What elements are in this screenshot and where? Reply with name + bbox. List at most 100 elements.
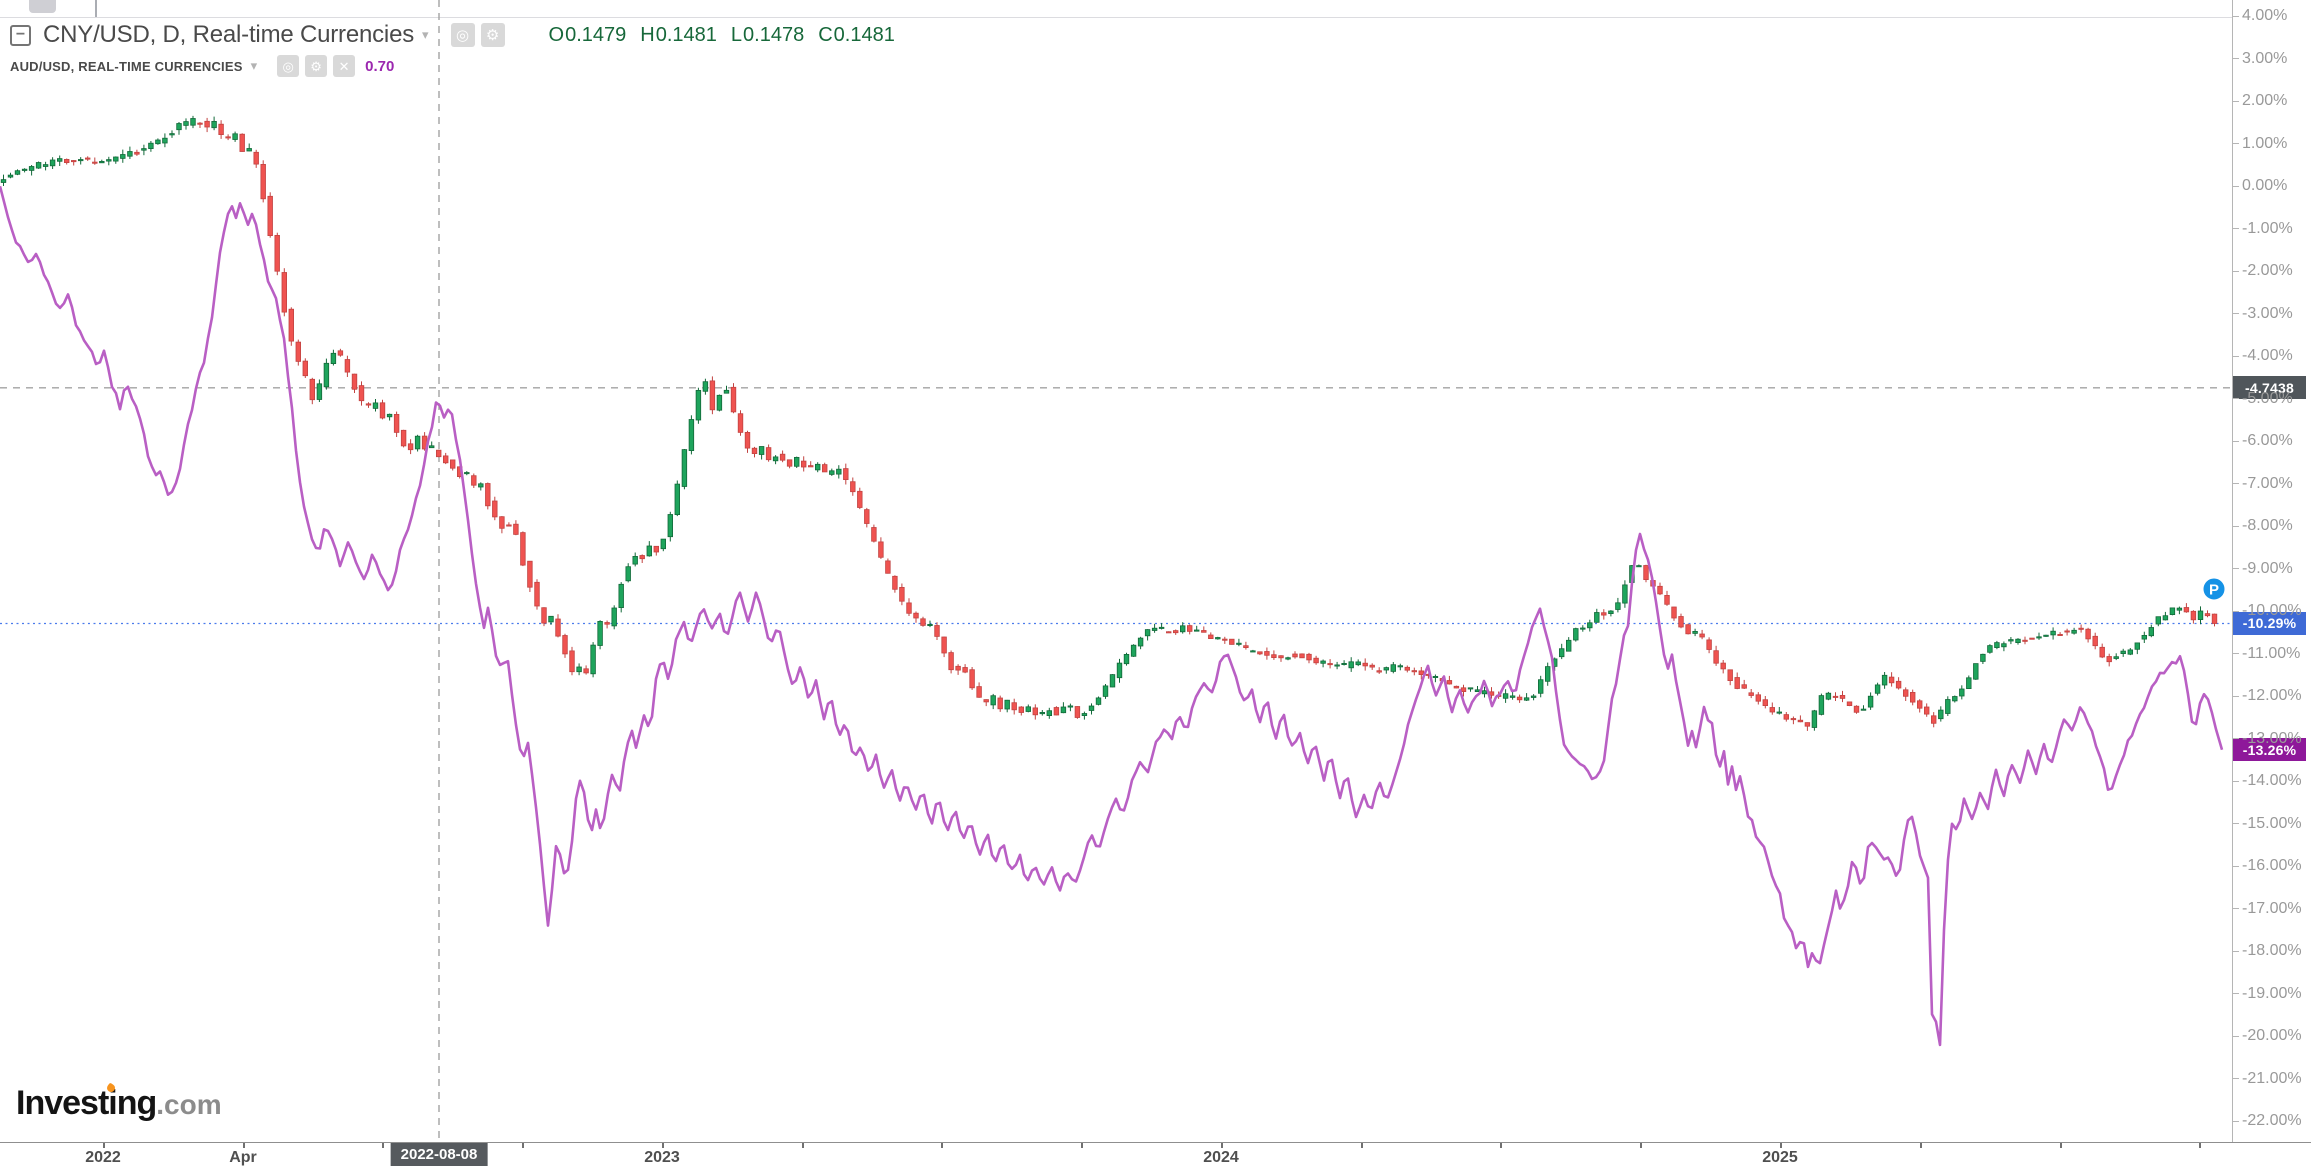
y-axis-label: -18.00% [2242, 942, 2302, 960]
chevron-down-icon[interactable]: ▾ [422, 27, 429, 42]
low-value: 0.1478 [743, 23, 805, 46]
x-axis-label: 2025 [1762, 1149, 1798, 1166]
y-axis-label: -20.00% [2242, 1027, 2302, 1045]
ohlc-values: O 0.1479 H 0.1481 L 0.1478 C 0.1481 [549, 24, 895, 47]
crosshair-price-badge: -4.7438 [2233, 376, 2306, 400]
y-axis-label: -12.00% [2242, 687, 2302, 705]
overlay-title[interactable]: AUD/USD, REAL-TIME CURRENCIES [10, 58, 243, 74]
y-axis-tick [2233, 143, 2239, 145]
y-axis-label: -4.00% [2242, 347, 2293, 365]
y-axis-tick [2233, 950, 2239, 952]
y-axis-tick [2233, 993, 2239, 995]
gear-icon[interactable]: ⚙ [480, 23, 505, 47]
y-axis-label: 4.00% [2242, 7, 2288, 25]
y-axis-label: 0.00% [2242, 177, 2288, 195]
crosshair-date-badge: 2022-08-08 [390, 1143, 488, 1166]
chart-plot-area[interactable]: P [0, 0, 2232, 1142]
close-label: C [818, 23, 833, 46]
y-axis-tick [2233, 398, 2239, 400]
y-axis-label: -1.00% [2242, 219, 2293, 237]
chevron-down-icon[interactable]: ▾ [250, 58, 258, 73]
x-axis-tick [382, 1143, 384, 1148]
x-axis-tick [1081, 1143, 1083, 1148]
y-axis-tick [2233, 780, 2239, 782]
plus-marker: P [2201, 576, 2227, 602]
y-axis-label: -15.00% [2242, 814, 2302, 832]
eye-icon[interactable]: ◎ [277, 55, 300, 77]
x-axis-tick [1361, 1143, 1363, 1148]
y-axis-label: -13.00% [2242, 729, 2302, 747]
low-label: L [730, 23, 743, 46]
y-axis-label: -10.00% [2242, 602, 2302, 620]
x-axis-label: 2023 [644, 1149, 680, 1166]
y-axis-label: -8.00% [2242, 517, 2293, 535]
chart-canvas[interactable]: P [0, 0, 2232, 1142]
logo-suffix-text: .com [156, 1089, 222, 1120]
y-axis-tick [2233, 823, 2239, 825]
x-axis-tick [1221, 1143, 1223, 1148]
y-axis-label: -5.00% [2242, 389, 2293, 407]
y-axis-label: -3.00% [2242, 304, 2293, 322]
overlay-price-badge: -13.26% [2233, 738, 2306, 762]
y-axis-tick [2233, 738, 2239, 740]
y-axis-label: -11.00% [2242, 644, 2301, 662]
x-axis-tick [1780, 1143, 1782, 1148]
x-axis-tick [103, 1143, 105, 1148]
legend-collapse-icon[interactable]: − [10, 24, 31, 46]
y-axis-label: -6.00% [2242, 432, 2293, 450]
y-axis-tick [2233, 185, 2239, 187]
time-axis[interactable]: 2022-08-08 2022 Apr 2023 2024 2025 [0, 1142, 2311, 1173]
x-axis-tick [1640, 1143, 1642, 1148]
y-axis-label: 1.00% [2242, 134, 2288, 152]
y-axis-tick [2233, 525, 2239, 527]
y-axis-tick [2233, 1078, 2239, 1080]
x-axis-tick [522, 1143, 524, 1148]
y-axis-label: -17.00% [2242, 899, 2302, 917]
x-axis-tick [802, 1143, 804, 1148]
y-axis-tick [2233, 270, 2239, 272]
x-axis-label: Apr [229, 1149, 257, 1166]
y-axis-label: 3.00% [2242, 49, 2288, 67]
x-axis-tick [2199, 1143, 2201, 1148]
y-axis-label: -19.00% [2242, 984, 2302, 1002]
x-axis-tick [2060, 1143, 2062, 1148]
high-label: H [640, 23, 655, 46]
price-axis[interactable]: -4.7438 -10.29% -13.26% 4.00% 3.00% 2.00% 1… [2232, 0, 2311, 1142]
investing-logo[interactable]: Investing .com [16, 1082, 222, 1123]
y-axis-tick [2233, 15, 2239, 17]
x-axis-tick [243, 1143, 245, 1148]
pane-collapse-handle[interactable] [29, 0, 56, 13]
y-axis-tick [2233, 355, 2239, 357]
series-line-audusd [0, 185, 2224, 1047]
x-axis-tick [941, 1143, 943, 1148]
x-axis-tick [1920, 1143, 1922, 1148]
y-axis-label: -2.00% [2242, 262, 2293, 280]
overlay-legend-row: AUD/USD, REAL-TIME CURRENCIES ▾ ◎ ⚙ ✕ 0.… [10, 53, 895, 79]
y-axis-label: -21.00% [2242, 1069, 2302, 1087]
x-axis-tick [1500, 1143, 1502, 1148]
overlay-value: 0.70 [365, 57, 395, 75]
x-axis-label: 2022 [85, 1149, 121, 1166]
y-axis-tick [2233, 695, 2239, 697]
y-axis-tick [2233, 313, 2239, 315]
y-axis-label: -14.00% [2242, 772, 2302, 790]
y-axis-tick [2233, 58, 2239, 60]
eye-icon[interactable]: ◎ [450, 23, 475, 47]
gear-icon[interactable]: ⚙ [305, 55, 328, 77]
last-price-badge: -10.29% [2233, 611, 2306, 635]
open-label: O [548, 23, 565, 46]
y-axis-label: -16.00% [2242, 857, 2302, 875]
y-axis-tick [2233, 865, 2239, 867]
y-axis-tick [2233, 1120, 2239, 1122]
pane-separator [0, 17, 2311, 18]
svg-text:P: P [2209, 582, 2219, 599]
y-axis-tick [2233, 1035, 2239, 1037]
y-axis-tick [2233, 568, 2239, 570]
y-axis-tick [2233, 908, 2239, 910]
series-candlestick-cnyusd [0, 115, 2218, 731]
y-axis-tick [2233, 100, 2239, 102]
symbol-title[interactable]: CNY/USD, D, Real-time Currencies [43, 21, 415, 48]
symbol-legend-row: − CNY/USD, D, Real-time Currencies ▾ ◎ ⚙… [10, 20, 895, 50]
close-icon[interactable]: ✕ [333, 55, 356, 77]
